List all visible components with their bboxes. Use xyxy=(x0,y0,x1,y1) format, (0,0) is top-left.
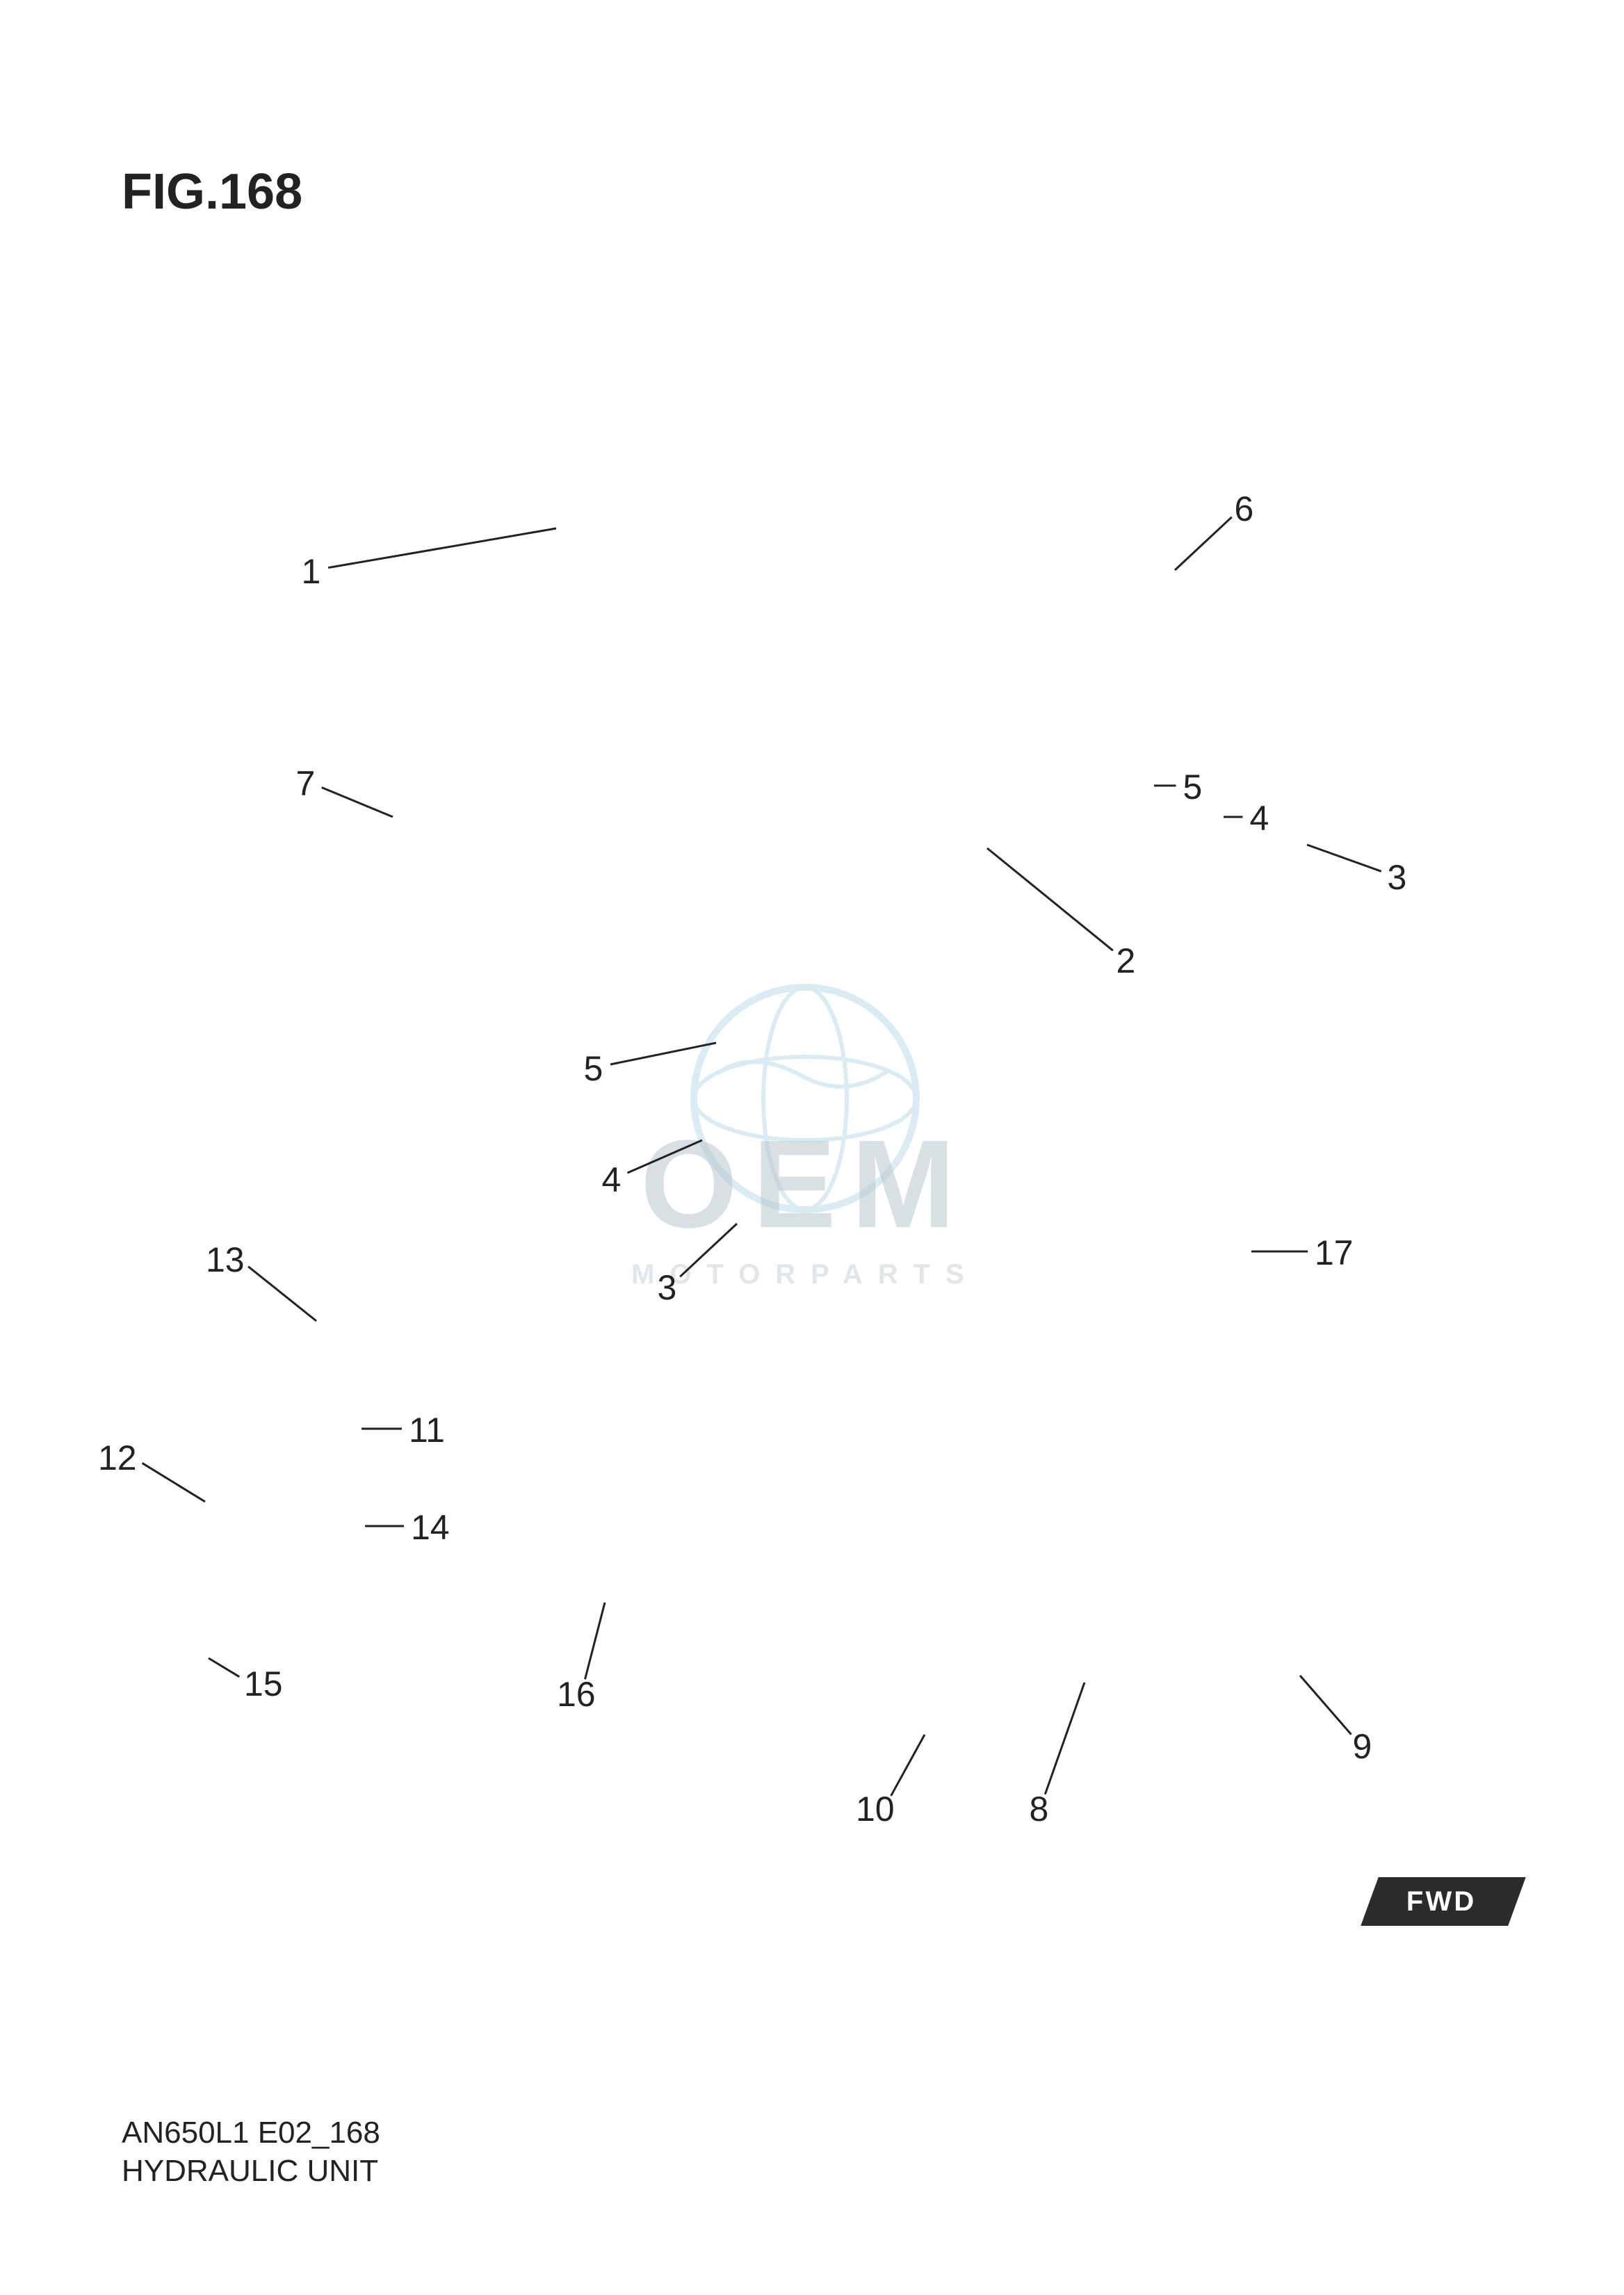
fwd-badge-label: FWD xyxy=(1406,1886,1477,1917)
callout-16-18: 16 xyxy=(557,1674,596,1714)
callout-17-19: 17 xyxy=(1315,1233,1354,1273)
callout-7-9: 7 xyxy=(296,763,316,804)
callout-8-10: 8 xyxy=(1030,1789,1049,1829)
callout-4-5: 4 xyxy=(602,1160,622,1200)
fwd-badge: FWD xyxy=(1361,1877,1525,1926)
callout-3-3: 3 xyxy=(658,1267,677,1308)
callout-10-12: 10 xyxy=(856,1789,895,1829)
callout-12-14: 12 xyxy=(98,1438,137,1478)
callout-6-8: 6 xyxy=(1235,489,1254,529)
callout-11-13: 11 xyxy=(409,1410,445,1450)
callout-13-15: 13 xyxy=(206,1240,245,1280)
callout-9-11: 9 xyxy=(1353,1726,1372,1767)
callout-5-6: 5 xyxy=(1183,767,1203,807)
callout-2-1: 2 xyxy=(1116,941,1136,981)
footer-text: AN650L1 E02_168 HYDRAULIC UNIT xyxy=(122,2114,380,2190)
callout-4-4: 4 xyxy=(1250,798,1269,838)
footer-line1: AN650L1 E02_168 xyxy=(122,2114,380,2152)
callout-15-17: 15 xyxy=(244,1664,283,1704)
callout-1: 1 xyxy=(302,551,321,592)
callout-5-7: 5 xyxy=(584,1048,603,1089)
diagram-region xyxy=(118,209,1509,1947)
callout-3-2: 3 xyxy=(1388,857,1407,898)
callout-14-16: 14 xyxy=(411,1507,450,1548)
footer-line2: HYDRAULIC UNIT xyxy=(122,2152,380,2190)
